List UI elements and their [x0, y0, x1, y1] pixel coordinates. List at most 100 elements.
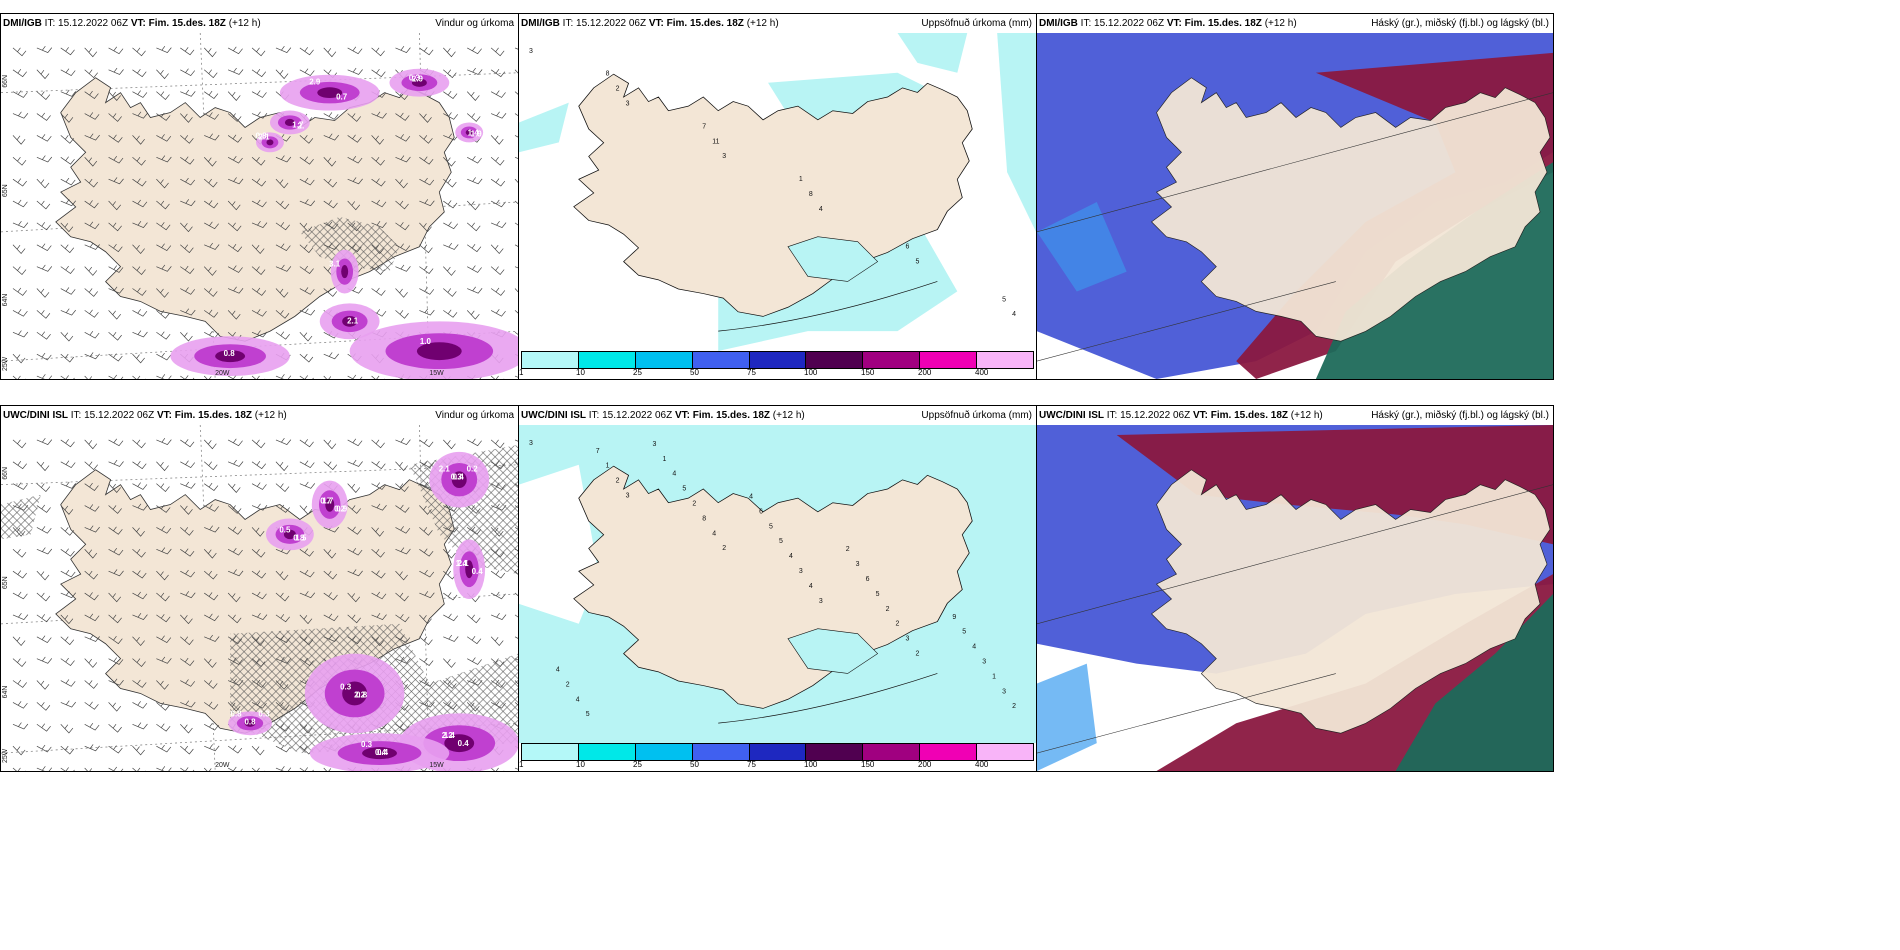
map-area[interactable]: 2.1 1.7 1.5 2.1 0.8 1.4 0.4 0.8 0.4 0.9 0.5 0.4 0.3 0… [1, 425, 518, 771]
field-title: Vindur og úrkoma [435, 410, 514, 421]
colorbar-tick-label: 10 [576, 760, 585, 769]
wind-barb [323, 549, 337, 559]
cloud-map-svg [1037, 33, 1553, 379]
precip-value: 1.7 [292, 120, 304, 129]
wind-barb [227, 243, 243, 253]
wind-barb [275, 310, 290, 319]
wind-barb [227, 702, 241, 712]
precip-value: 0.8 [356, 690, 368, 699]
wind-barb [180, 439, 195, 448]
colorbar-swatch [977, 744, 1034, 760]
wind-barb [347, 459, 363, 467]
wind-barb [204, 744, 220, 752]
precip-value: 2. [298, 121, 305, 130]
wind-barb [60, 47, 75, 56]
wind-barb [132, 613, 148, 620]
wind-barb [203, 658, 217, 668]
wind-barb [419, 265, 434, 274]
wind-barb [180, 68, 196, 77]
wind-barb [108, 91, 122, 101]
wind-barb [251, 90, 267, 98]
accum-precip-panel-dmi: DMI/IGB IT: 15.12.2022 06Z VT: Fim. 15.d… [518, 13, 1037, 380]
init-label: IT: [588, 410, 600, 421]
wind-barb [156, 200, 170, 210]
map-area[interactable]: 3 3 3 4 5 4 2 11 8 6 5 8 7 1 [519, 33, 1036, 351]
wind-barb [466, 243, 482, 253]
accum-value: 8 [809, 191, 813, 198]
valid-label: VT: [1192, 410, 1208, 421]
wind-barb [84, 112, 100, 120]
map-area[interactable] [1037, 33, 1553, 379]
field-title: Vindur og úrkoma [435, 18, 514, 29]
wind-barb [132, 482, 148, 490]
wind-barb [419, 222, 432, 233]
colorbar-tick-label: 400 [975, 760, 989, 769]
wind-barb [275, 744, 291, 753]
wind-barb [323, 200, 338, 209]
wind-barb [12, 722, 29, 730]
precip-core [266, 139, 274, 146]
wind-barb [490, 156, 505, 166]
colorbar-tick-label: 100 [804, 368, 818, 377]
wind-barb [12, 745, 26, 756]
wind-barb [323, 461, 338, 471]
wind-barb [490, 221, 507, 228]
wind-barb [371, 244, 384, 255]
wind-barb [108, 505, 122, 514]
wind-barb [419, 199, 435, 207]
wind-barb [227, 265, 243, 273]
wind-barb [371, 636, 384, 647]
map-area[interactable] [1037, 425, 1553, 771]
map-area[interactable]: 2.9 2.9 2. 2.1 1.9 3.1 2.1 1.0 0.8 0.7 0.3 1.7 0.8 1.… [1, 33, 518, 379]
wind-barb [180, 745, 194, 755]
init-label: IT: [1080, 18, 1092, 29]
wind-barb [108, 678, 124, 686]
wind-barb [108, 745, 123, 754]
wind-barb [299, 375, 314, 379]
accum-value: 3 [722, 153, 726, 160]
wind-barb [84, 549, 98, 559]
wind-barb [275, 46, 292, 54]
iceland-land [573, 465, 973, 709]
panel-header: UWC/DINI ISL IT: 15.12.2022 06Z VT: Fim.… [1, 406, 518, 425]
wind-barb [227, 483, 241, 493]
wind-barb [36, 702, 51, 711]
wind-barb [443, 242, 459, 250]
wind-barb [108, 46, 124, 55]
wind-barb [347, 113, 361, 122]
wind-barb [371, 199, 387, 208]
wind-barb [466, 702, 480, 712]
wind-barb [108, 459, 124, 467]
accum-value: 7 [702, 123, 706, 130]
wind-barb [180, 222, 193, 233]
wind-barb [299, 439, 314, 448]
wind-barb [132, 221, 148, 228]
wind-barb [180, 481, 196, 489]
boundary-line [1037, 484, 1553, 625]
wind-barb [36, 374, 53, 379]
wind-barb [323, 767, 332, 771]
colorbar-swatch [522, 744, 579, 760]
wind-barb [227, 113, 242, 122]
wind-barb [156, 723, 171, 732]
wind-barb [36, 91, 51, 101]
wind-barb [323, 133, 339, 141]
wind-barb [12, 353, 26, 364]
wind-barb [275, 635, 291, 643]
wind-barb [204, 701, 219, 710]
precip-value: 1.9 [471, 129, 483, 138]
wind-barb [395, 134, 411, 142]
precip-value: 2.1 [347, 316, 359, 325]
wind-barb [419, 614, 432, 625]
colorbar-tick-label: 100 [804, 760, 818, 769]
wind-barb [371, 266, 385, 276]
wind-barb [490, 548, 505, 558]
wind-barb [490, 503, 507, 511]
init-time: 15.12.2022 06Z [1120, 410, 1191, 421]
colorbar-swatch [806, 352, 864, 368]
wind-barb [108, 614, 122, 624]
wind-barb [490, 287, 506, 296]
wind-barb [156, 243, 172, 251]
wind-barb [466, 113, 481, 122]
